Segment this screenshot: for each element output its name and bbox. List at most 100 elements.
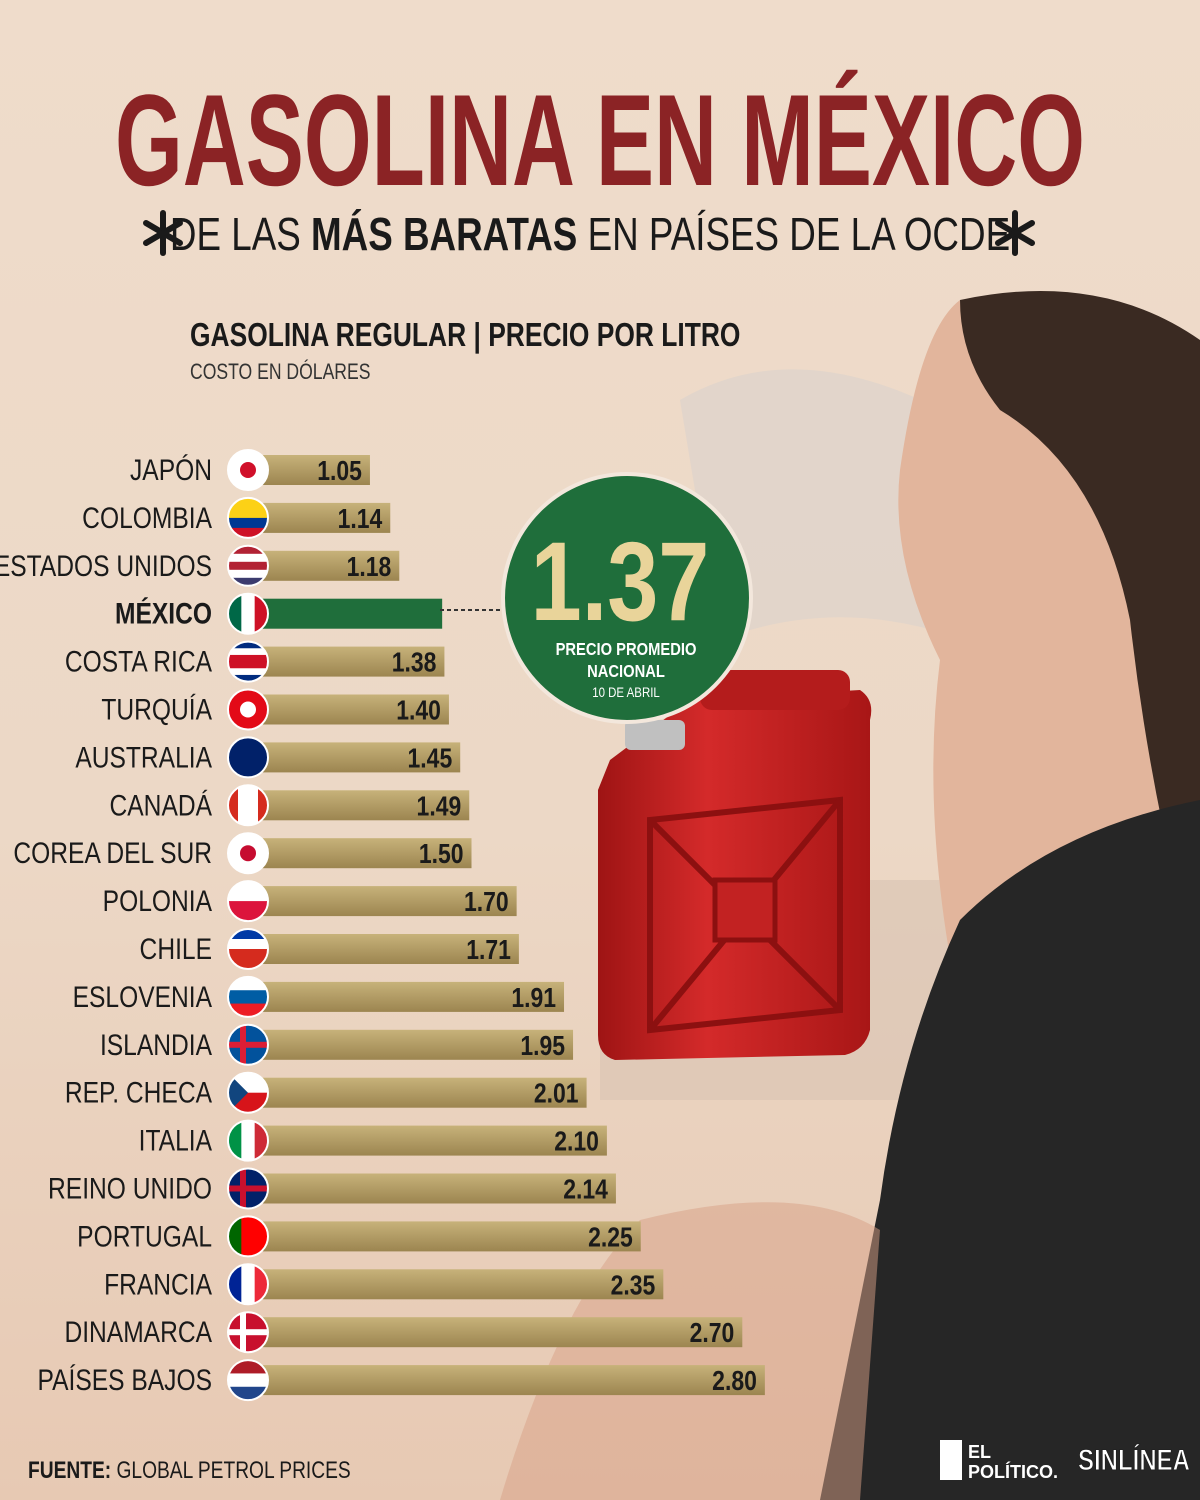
flag-stripe xyxy=(228,561,268,571)
category-label: COLOMBIA xyxy=(82,501,212,535)
value-label: 2.01 xyxy=(534,1079,579,1110)
flag xyxy=(228,785,268,826)
value-label-group: 1.70 xyxy=(464,887,509,918)
flag-ring xyxy=(227,975,269,1018)
value-label-group: 2.35 xyxy=(611,1270,656,1301)
flag-stripe xyxy=(241,1216,256,1257)
value-label: 1.50 xyxy=(419,839,464,870)
asterisk-left xyxy=(143,210,183,256)
category-label: PAÍSES BAJOS xyxy=(38,1363,212,1397)
logo-text: EL xyxy=(968,1442,991,1462)
value-label: 2.10 xyxy=(554,1127,599,1158)
category-label-group: TURQUÍA xyxy=(101,692,212,726)
value-label: 1.14 xyxy=(338,504,383,535)
flag-stripe xyxy=(228,661,268,669)
flag-stripe xyxy=(241,1120,256,1161)
value-label-group: 2.10 xyxy=(554,1127,599,1158)
value-label-group: 2.70 xyxy=(690,1318,735,1349)
flag-stripe xyxy=(228,641,268,649)
flag-ring xyxy=(227,1071,269,1114)
bar xyxy=(240,934,519,964)
bar xyxy=(240,1221,641,1252)
flag xyxy=(228,1168,268,1209)
flag-stripe xyxy=(228,545,268,555)
flag-stripe xyxy=(228,507,268,519)
category-label: CHILE xyxy=(140,932,212,966)
category-label: ITALIA xyxy=(139,1123,213,1157)
value-label-group: 1.49 xyxy=(417,791,462,822)
flag xyxy=(228,497,268,538)
bar xyxy=(240,1029,574,1060)
flag-cross xyxy=(228,1329,268,1336)
category-label-group: PAÍSES BAJOS xyxy=(38,1363,212,1397)
value-label: 1.40 xyxy=(396,695,441,726)
flag xyxy=(228,1024,268,1065)
flag-stripe xyxy=(228,569,268,579)
flag-ring xyxy=(227,640,269,683)
bar xyxy=(240,1365,765,1396)
flag-cross xyxy=(228,1185,268,1192)
chart-title: GASOLINA REGULAR | PRECIO POR LITRO xyxy=(190,317,740,353)
bar xyxy=(240,1125,607,1156)
value-label-group: 1.38 xyxy=(392,648,437,679)
category-label-group: AUSTRALIA xyxy=(75,740,212,774)
flag-ring xyxy=(227,1311,269,1354)
bars: 1.05 JAPÓN 1.14 COLOMBIA 1.18 ESTADOS UNIDOS M… xyxy=(0,449,765,1402)
callout-date: 10 DE ABRIL xyxy=(592,684,660,700)
flag xyxy=(228,1312,268,1353)
category-label-group: COREA DEL SUR xyxy=(13,836,212,870)
value-label: 1.91 xyxy=(511,983,556,1014)
category-label: AUSTRALIA xyxy=(75,740,212,774)
value-label: 1.95 xyxy=(520,1031,565,1062)
flag xyxy=(228,641,268,682)
bar xyxy=(240,646,445,677)
bar xyxy=(240,1173,616,1204)
flag-stripe xyxy=(228,990,268,1005)
flag-cross xyxy=(228,1041,268,1048)
category-label: JAPÓN xyxy=(130,453,212,487)
flag-stripe xyxy=(228,577,268,586)
category-label: REINO UNIDO xyxy=(48,1171,212,1205)
flag-ring xyxy=(227,688,269,731)
flag-stripe xyxy=(241,593,256,634)
category-label: POLONIA xyxy=(103,884,213,918)
category-label: ESLOVENIA xyxy=(73,980,213,1014)
flag-stripe xyxy=(228,668,268,676)
flag-stripe xyxy=(228,949,268,960)
category-label: CANADÁ xyxy=(110,788,213,822)
value-label: 1.05 xyxy=(317,456,362,487)
category-label: PORTUGAL xyxy=(77,1219,212,1253)
hand-shape xyxy=(500,1202,880,1500)
flag-ring xyxy=(227,736,269,779)
category-label-group: CHILE xyxy=(140,932,212,966)
category-label-group: COSTA RICA xyxy=(65,644,213,678)
flag-stripe xyxy=(228,553,268,563)
category-label-group: POLONIA xyxy=(103,884,213,918)
bar xyxy=(240,838,472,869)
value-label-group: 1.40 xyxy=(396,695,441,726)
flag-stripe xyxy=(248,785,259,826)
person-hair xyxy=(960,291,1200,980)
value-label-group: 2.14 xyxy=(563,1174,608,1205)
flag-ring xyxy=(227,1023,269,1066)
category-label-group: FRANCIA xyxy=(104,1267,213,1301)
source: FUENTE: GLOBAL PETROL PRICES xyxy=(28,1456,351,1484)
bar xyxy=(240,981,565,1012)
callout-label: NACIONAL xyxy=(587,662,665,682)
value-label-group: 2.01 xyxy=(534,1079,579,1110)
value-label-group: 1.45 xyxy=(408,743,453,774)
subtitle-part-bold: MÁS BARATAS xyxy=(311,208,577,260)
flag-stripe xyxy=(228,674,268,682)
category-label: ISLANDIA xyxy=(100,1027,213,1061)
flag xyxy=(228,545,268,586)
value-label-group: 1.95 xyxy=(520,1031,565,1062)
callout-circle xyxy=(501,472,753,724)
flag-stripe xyxy=(241,1264,256,1305)
category-label: DINAMARCA xyxy=(64,1315,212,1349)
flag-stripe xyxy=(228,527,268,538)
value-label: 2.14 xyxy=(563,1174,608,1205)
flag-ring xyxy=(227,592,269,635)
value-label: 1.18 xyxy=(347,552,392,583)
value-label-group: 1.05 xyxy=(317,456,362,487)
